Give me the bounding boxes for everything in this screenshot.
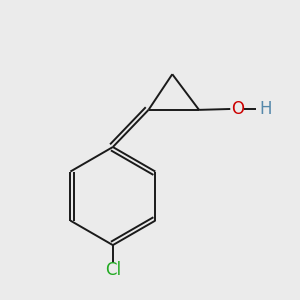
Text: Cl: Cl (105, 261, 121, 279)
Text: H: H (259, 100, 272, 118)
Text: O: O (231, 100, 244, 118)
